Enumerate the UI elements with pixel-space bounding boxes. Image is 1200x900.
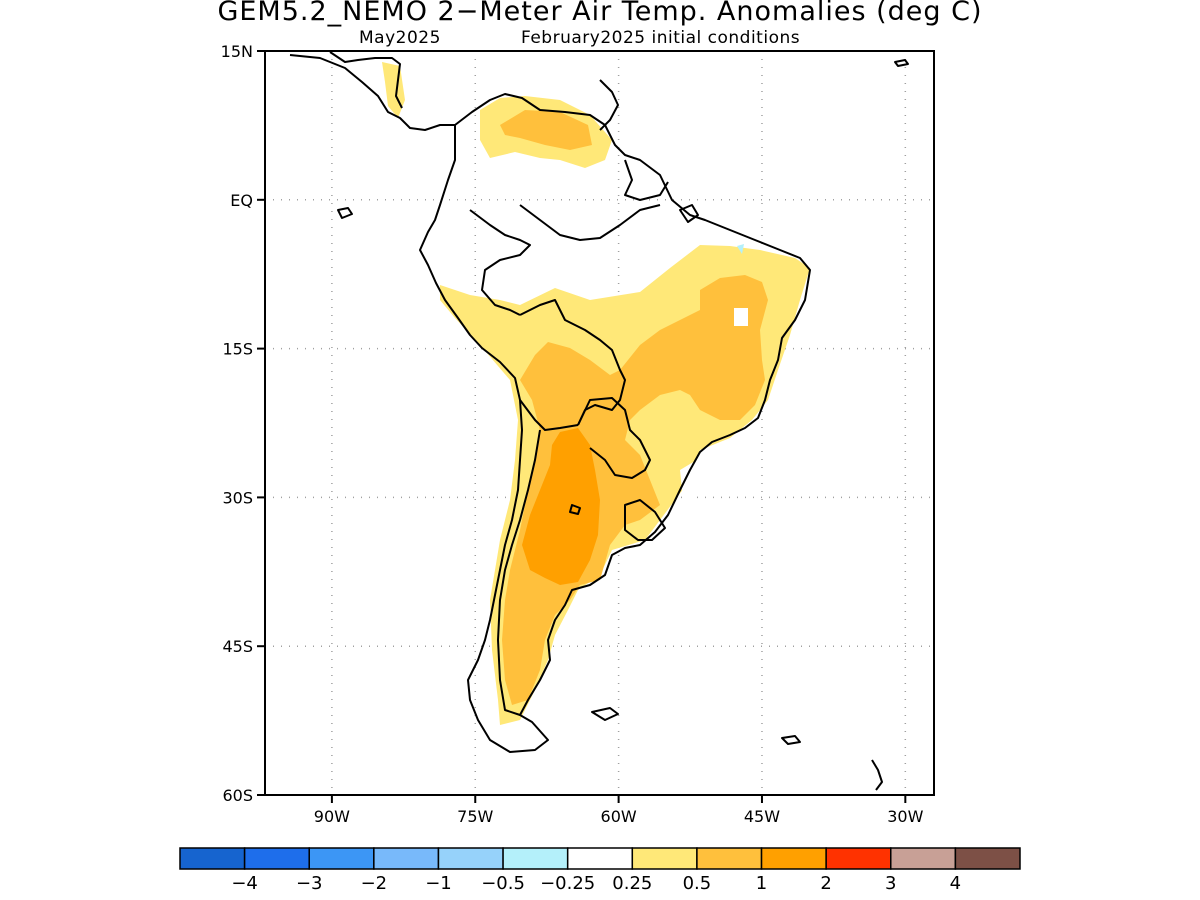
x-tick-label: 45W	[744, 807, 780, 826]
country-border	[599, 79, 619, 131]
colorbar-label: −1	[425, 873, 452, 894]
colorbar-swatch	[437, 847, 504, 870]
forecast-month: May2025	[359, 28, 441, 48]
central-america-coastline	[289, 54, 455, 131]
longitude-axis: 90W 75W 60W 45W 30W	[314, 795, 924, 826]
colorbar-swatch	[631, 847, 698, 870]
x-tick-label: 75W	[457, 807, 493, 826]
country-border	[624, 159, 669, 201]
anomaly-gap	[680, 458, 712, 500]
country-border	[577, 397, 651, 479]
south-america-coastline	[419, 93, 811, 753]
island-outline	[337, 207, 353, 219]
anomaly-region-moderate	[500, 110, 592, 150]
colorbar-boxes	[179, 847, 1021, 870]
colorbar-swatch	[373, 847, 440, 870]
country-border	[519, 299, 626, 426]
initial-conditions: February2025 initial conditions	[521, 28, 801, 48]
colorbar-swatch	[502, 847, 569, 870]
latitude-axis: 15N EQ 15S 30S 45S 60S	[221, 42, 265, 805]
y-tick-label: 45S	[222, 637, 253, 656]
map-frame	[264, 50, 935, 796]
anomaly-gap	[737, 244, 744, 254]
island-outline	[591, 707, 619, 721]
y-tick-label: 60S	[222, 786, 253, 805]
y-tick-label: 15S	[222, 340, 253, 359]
colorbar-swatch	[179, 847, 246, 870]
anomaly-region-strong	[522, 428, 600, 585]
x-tick-label: 60W	[601, 807, 637, 826]
island-outline	[781, 735, 801, 745]
country-border	[624, 499, 666, 541]
country-border	[497, 429, 541, 716]
country-border	[519, 204, 661, 241]
colorbar-swatch	[696, 847, 763, 870]
island-outline	[871, 759, 883, 791]
y-tick-label: 30S	[222, 488, 253, 507]
colorbar-label: −3	[296, 873, 323, 894]
y-tick-label: 15N	[221, 42, 253, 61]
colorbar-label: 4	[950, 873, 961, 894]
colorbar-label: −0.25	[540, 873, 595, 894]
country-border	[469, 209, 531, 316]
colorbar-swatch	[890, 847, 957, 870]
colorbar-swatch	[243, 847, 310, 870]
chart-title: GEM5.2_NEMO 2−Meter Air Temp. Anomalies …	[217, 0, 983, 27]
colorbar-swatch	[825, 847, 892, 870]
colorbar-swatch	[954, 847, 1021, 870]
colorbar-label: −4	[231, 873, 258, 894]
island-outline	[679, 204, 699, 223]
colorbar-labels: −4 −3 −2 −1 −0.5 −0.25 0.25 0.5 1 2 3 4	[231, 873, 961, 894]
colorbar-swatch	[308, 847, 375, 870]
colorbar-label: −0.5	[481, 873, 525, 894]
colorbar-label: 0.25	[612, 873, 652, 894]
anomaly-map: 90W 75W 60W 45W 30W 15N EQ 15S 30S 45S 60S	[221, 42, 935, 826]
colorbar-label: 0.5	[683, 873, 712, 894]
coastlines	[289, 51, 909, 791]
colorbar-swatch	[566, 847, 634, 870]
central-america-coastline	[329, 51, 403, 109]
x-tick-label: 90W	[314, 807, 350, 826]
y-tick-label: EQ	[230, 191, 253, 210]
lake-outline	[569, 504, 581, 515]
colorbar-label: 1	[756, 873, 767, 894]
colorbar-label: 3	[885, 873, 896, 894]
colorbar-label: 2	[820, 873, 831, 894]
country-border	[519, 399, 579, 431]
anomaly-gap	[734, 308, 748, 326]
colorbar-swatch	[760, 847, 827, 870]
x-tick-label: 30W	[887, 807, 923, 826]
island-outline	[894, 59, 909, 67]
colorbar-label: −2	[361, 873, 388, 894]
